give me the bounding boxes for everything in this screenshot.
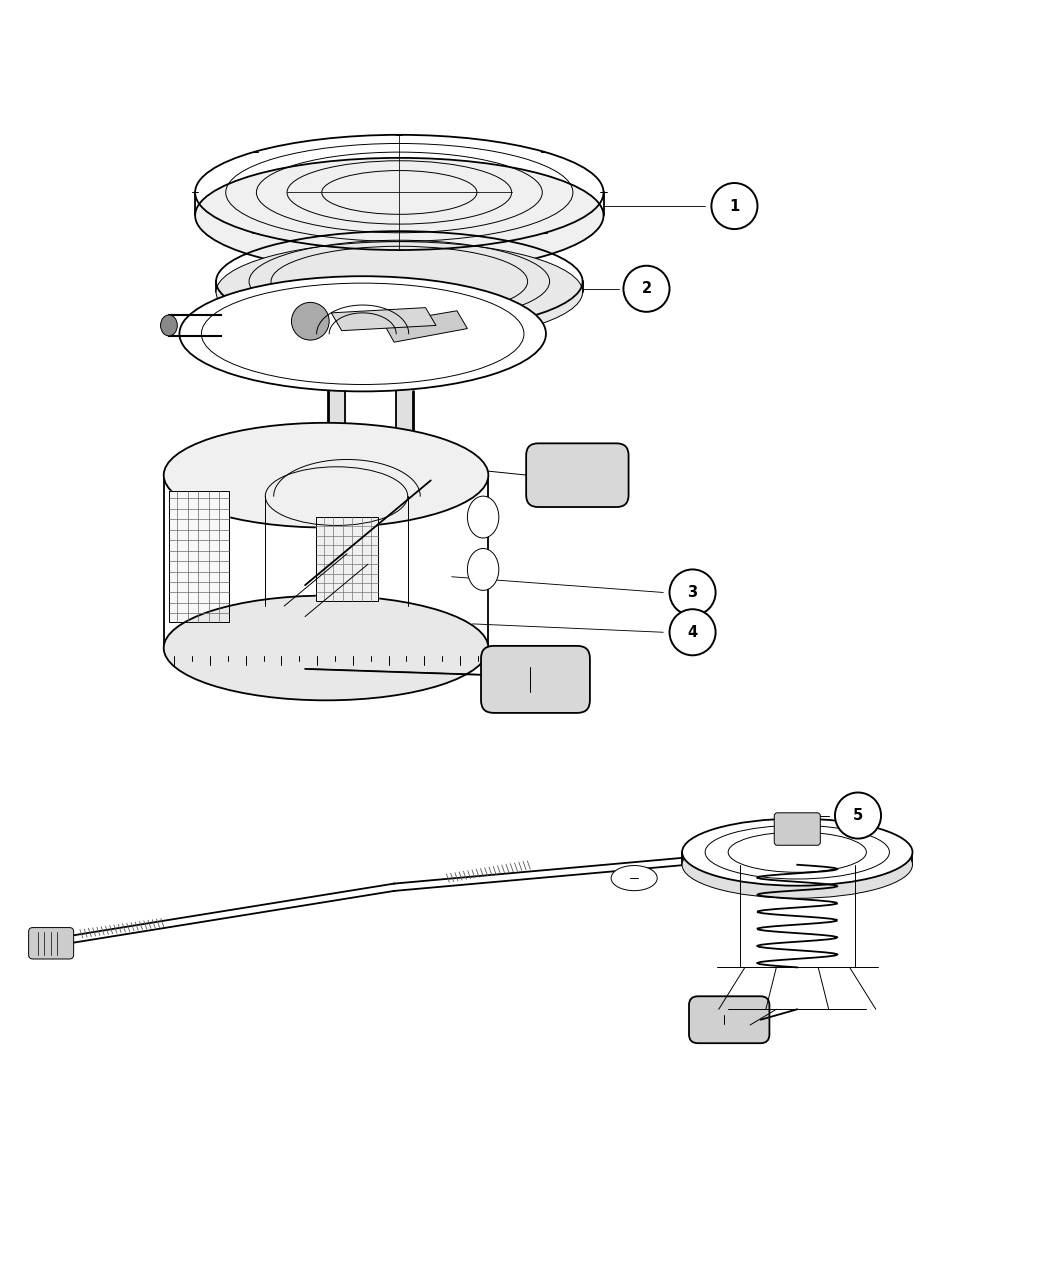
Circle shape <box>835 793 881 839</box>
Circle shape <box>670 609 716 655</box>
Ellipse shape <box>682 819 912 886</box>
Ellipse shape <box>164 423 488 528</box>
FancyBboxPatch shape <box>689 996 770 1043</box>
Text: 4: 4 <box>688 625 697 640</box>
Ellipse shape <box>161 315 177 335</box>
Circle shape <box>624 265 670 312</box>
Ellipse shape <box>216 242 583 342</box>
Bar <box>316 518 378 601</box>
Ellipse shape <box>195 158 604 273</box>
FancyBboxPatch shape <box>774 812 820 845</box>
Ellipse shape <box>467 496 499 538</box>
Text: 2: 2 <box>642 282 652 296</box>
Ellipse shape <box>292 302 329 340</box>
Ellipse shape <box>611 866 657 891</box>
Ellipse shape <box>195 135 604 250</box>
Polygon shape <box>396 391 413 476</box>
Ellipse shape <box>467 548 499 590</box>
FancyBboxPatch shape <box>526 444 629 507</box>
Text: 5: 5 <box>853 808 863 824</box>
Circle shape <box>712 184 757 230</box>
Polygon shape <box>169 491 229 622</box>
Polygon shape <box>316 518 378 601</box>
Polygon shape <box>328 391 344 476</box>
Polygon shape <box>383 311 467 342</box>
FancyBboxPatch shape <box>481 646 590 713</box>
Polygon shape <box>164 476 488 648</box>
Polygon shape <box>331 307 436 330</box>
Ellipse shape <box>216 231 583 332</box>
Ellipse shape <box>180 277 546 391</box>
Text: 1: 1 <box>730 199 739 213</box>
Bar <box>169 491 229 622</box>
Text: 3: 3 <box>688 585 697 601</box>
Circle shape <box>670 570 716 616</box>
FancyBboxPatch shape <box>28 928 74 959</box>
Ellipse shape <box>164 595 488 700</box>
Ellipse shape <box>682 831 912 899</box>
